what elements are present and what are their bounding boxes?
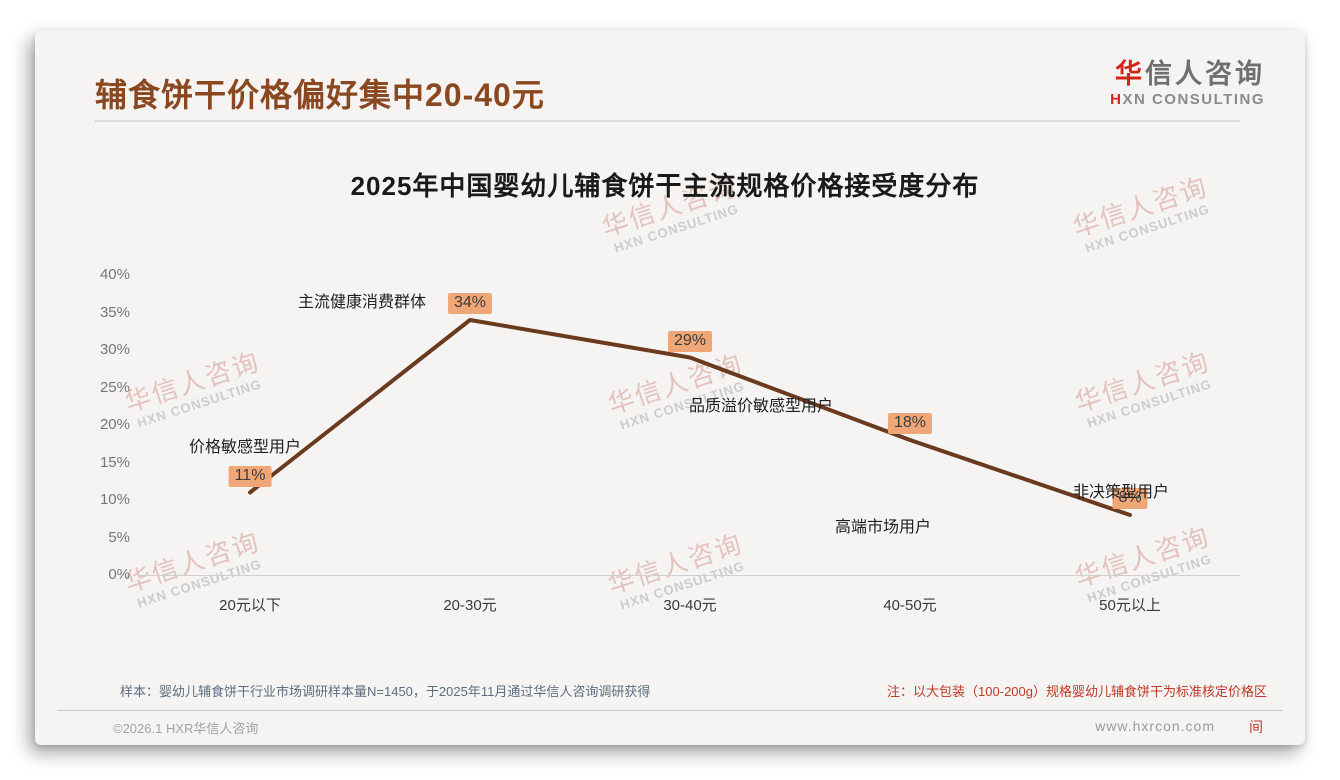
annotation-label: 非决策型用户 [1072, 484, 1170, 501]
trend-line-plot [248, 318, 1132, 517]
y-tick-label: 10% [99, 491, 130, 508]
x-axis-line [140, 575, 1240, 576]
header-divider [95, 120, 1240, 122]
annotation-label: 高端市场用户 [834, 519, 932, 536]
copyright-text: ©2026.1 HXR华信人咨询 [113, 721, 259, 736]
x-tick-label: 20-30元 [443, 597, 497, 614]
price-note-line1: 注：以大包装（100-200g）规格婴幼儿辅食饼干为标准核定价格区 [887, 684, 1267, 699]
data-point-badge: 8% [1112, 488, 1148, 509]
x-tick-label: 30-40元 [663, 597, 717, 614]
y-tick-label: 25% [99, 378, 130, 396]
data-point-badge: 11% [228, 465, 272, 487]
page-title: 辅食饼干价格偏好集中20-40元 [95, 77, 545, 113]
company-logo: 华信人咨询 HXN CONSULTING [1110, 59, 1265, 108]
data-point-badge: 34% [447, 293, 493, 314]
x-tick-label: 50元以上 [1099, 597, 1161, 614]
chart-title: 2025年中国婴幼儿辅食饼干主流规格价格接受度分布 [350, 171, 980, 201]
logo-chinese-text: 华信人咨询 [1115, 59, 1265, 89]
annotation-label: 品质溢价敏感型用户 [688, 398, 834, 415]
y-tick-label: 5% [108, 528, 130, 546]
y-tick-label: 15% [99, 453, 130, 471]
y-tick-label: 20% [99, 416, 130, 433]
annotation-label: 主流健康消费群体 [297, 294, 427, 311]
logo-english-text: HXN CONSULTING [1110, 90, 1265, 108]
price-note-line2: 间 [1249, 719, 1263, 735]
y-tick-label: 30% [99, 341, 130, 358]
annotation-label: 价格敏感型用户 [188, 439, 302, 456]
report-card: 辅食饼干价格偏好集中20-40元 华信人咨询 HXN CONSULTING 20… [35, 30, 1305, 745]
data-point-badge: 29% [667, 330, 713, 352]
x-tick-label: 40-50元 [883, 597, 937, 614]
footer-divider [57, 710, 1283, 711]
website-link[interactable]: www.hxrcon.com [1095, 718, 1215, 734]
sample-note: 样本：婴幼儿辅食饼干行业市场调研样本量N=1450，于2025年11月通过华信人… [120, 684, 651, 699]
y-tick-label: 40% [99, 266, 130, 283]
data-point-badge: 18% [887, 413, 933, 434]
y-tick-label: 0% [108, 566, 130, 583]
x-tick-label: 20元以下 [219, 597, 281, 614]
y-tick-label: 35% [99, 303, 130, 321]
trend-line [248, 318, 1132, 517]
